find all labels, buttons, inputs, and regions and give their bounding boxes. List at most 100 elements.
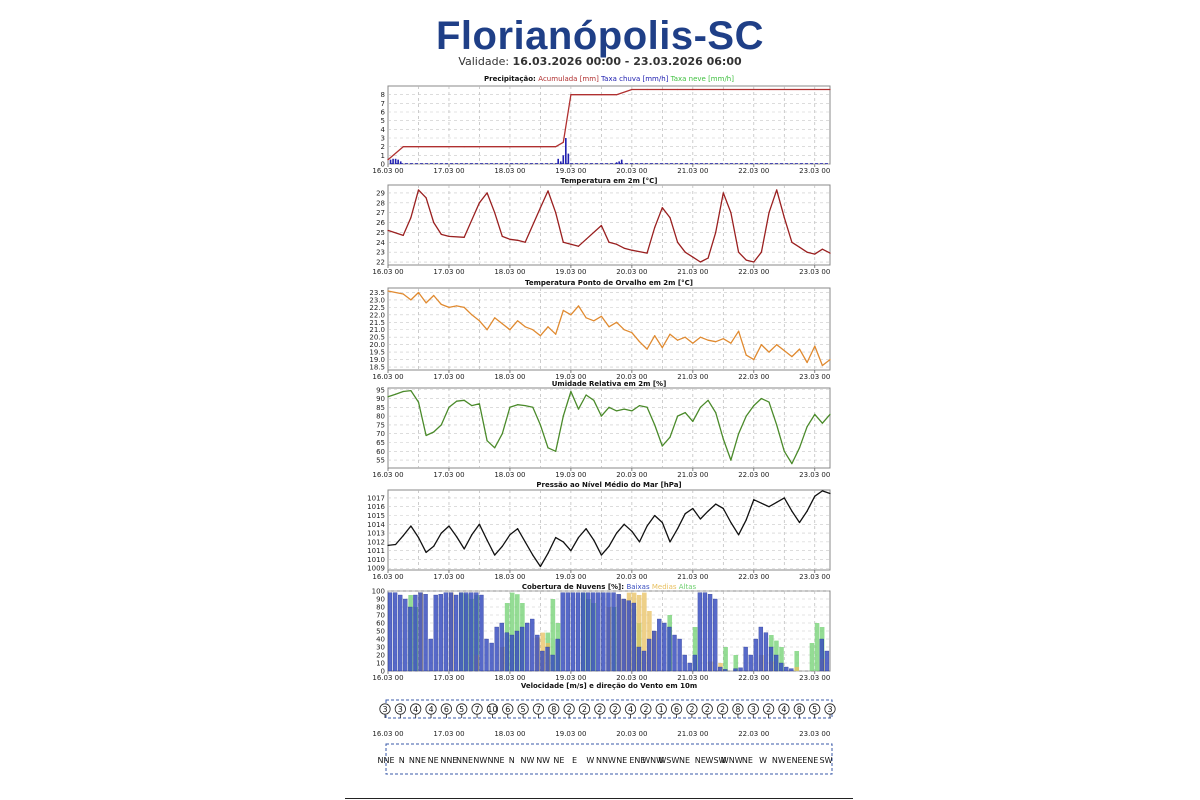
humidity-point: [547, 447, 549, 449]
x-tick-label: 18.03 00: [494, 730, 525, 738]
temp-point: [791, 241, 793, 243]
cloud-bar-baixas: [733, 668, 738, 672]
y-tick-label: 90: [376, 395, 385, 403]
legend-entry: Medias: [652, 583, 679, 591]
plot-frame: [387, 489, 831, 571]
dew-point: [532, 329, 534, 331]
temp-point: [661, 207, 663, 209]
humidity-point: [753, 404, 755, 407]
y-tick-label: 70: [376, 430, 385, 438]
humidity-point: [745, 415, 747, 417]
dew-point: [646, 348, 648, 350]
pressure-point: [768, 506, 770, 508]
cloud-bar-baixas: [438, 594, 443, 672]
x-tick-label: 21.03 00: [677, 471, 708, 479]
pressure-point: [387, 544, 389, 546]
temp-point: [516, 239, 519, 241]
dew-point: [402, 293, 404, 295]
y-tick-label: 1016: [367, 503, 385, 511]
humidity-point: [768, 401, 770, 403]
temp-point: [486, 192, 488, 194]
dew-point: [608, 326, 610, 328]
cloud-bar-medias: [794, 667, 800, 671]
cloud-bar-baixas: [428, 638, 433, 672]
pressure-point: [395, 543, 397, 546]
wind-speed-value: 2: [689, 705, 694, 714]
cloud-bar-baixas: [672, 634, 677, 672]
pressure-point: [494, 554, 496, 556]
wind-speed-value: 2: [582, 705, 587, 714]
cloud-bar-baixas: [631, 602, 637, 672]
pressure-point: [585, 528, 587, 530]
pressure-point: [676, 528, 679, 530]
dew-point: [387, 290, 389, 292]
chart-clouds: 16.03 00 17.03 00 18.03 00 19.03 00 20.03 00…: [372, 583, 831, 682]
cloud-bar-baixas: [392, 592, 398, 672]
temp-point: [631, 249, 633, 251]
chart-title: Precipitação: Acumulada [mm] Taxa chuva …: [484, 75, 734, 83]
humidity-point: [616, 410, 618, 412]
wind-direction-label: NE: [553, 756, 564, 765]
y-tick-label: 23.0: [369, 296, 385, 304]
wind-direction-label: NW: [772, 756, 786, 765]
cloud-bar-altas: [733, 655, 739, 671]
x-tick-label: 16.03 00: [372, 167, 403, 175]
humidity-point: [433, 431, 435, 433]
x-tick-label: 20.03 00: [616, 730, 647, 738]
x-tick-label: 22.03 00: [738, 268, 769, 276]
cloud-bar-baixas: [773, 654, 779, 672]
humidity-point: [661, 445, 663, 447]
dew-point: [707, 339, 709, 341]
rain-rate-bar: [394, 158, 397, 164]
precip-point: [555, 146, 557, 148]
x-tick-label: 17.03 00: [433, 471, 464, 479]
dew-point: [791, 355, 793, 358]
cloud-bar-baixas: [641, 650, 647, 672]
legend-entry: Taxa neve [mm/h]: [670, 75, 735, 83]
temp-point: [524, 241, 526, 243]
wind-direction-label: W: [759, 756, 767, 765]
temp-point: [433, 221, 435, 224]
pressure-point: [524, 541, 526, 543]
cloud-bar-baixas: [555, 638, 560, 672]
y-tick-label: 20: [376, 652, 385, 660]
humidity-point: [471, 404, 473, 407]
humidity-point: [387, 396, 389, 398]
precip-point: [387, 159, 389, 161]
wind-speed-value: 4: [428, 705, 433, 714]
pressure-point: [692, 507, 694, 510]
cloud-bar-baixas: [570, 592, 576, 672]
x-tick-label: 18.03 00: [494, 573, 525, 581]
cloud-bar-baixas: [387, 592, 393, 672]
y-tick-label: 24: [376, 239, 385, 247]
wind-direction-label: NW: [536, 756, 550, 765]
temp-point: [577, 245, 580, 247]
pressure-point: [562, 541, 564, 543]
wind-speed-value: 2: [613, 705, 618, 714]
y-tick-label: 1012: [367, 538, 385, 546]
temp-point: [676, 241, 679, 243]
humidity-point: [509, 406, 511, 408]
chart-title: Cobertura de Nuvens [%]: Baixas Medias A…: [522, 583, 697, 591]
wind-direction-label: NNE: [377, 756, 394, 765]
cloud-bar-baixas: [596, 592, 601, 672]
x-tick-label: 22.03 00: [738, 471, 769, 479]
pressure-point: [410, 525, 412, 527]
pressure-point: [661, 521, 663, 524]
cloud-bar-baixas: [606, 592, 611, 672]
y-tick-label: 1010: [367, 556, 385, 564]
pressure-point: [722, 507, 724, 510]
dew-point: [783, 350, 785, 352]
temp-point: [692, 256, 694, 258]
pressure-point: [791, 510, 793, 512]
y-tick-label: 70: [376, 612, 385, 620]
y-tick-label: 20.5: [369, 334, 385, 342]
rain-rate-bar: [559, 161, 562, 164]
y-tick-label: 50: [376, 628, 385, 636]
dew-point: [806, 361, 808, 364]
x-tick-label: 19.03 00: [555, 730, 586, 738]
y-tick-label: 40: [376, 636, 385, 644]
cloud-bar-baixas: [626, 600, 631, 672]
precip-point: [539, 146, 542, 148]
dew-point: [524, 326, 526, 328]
